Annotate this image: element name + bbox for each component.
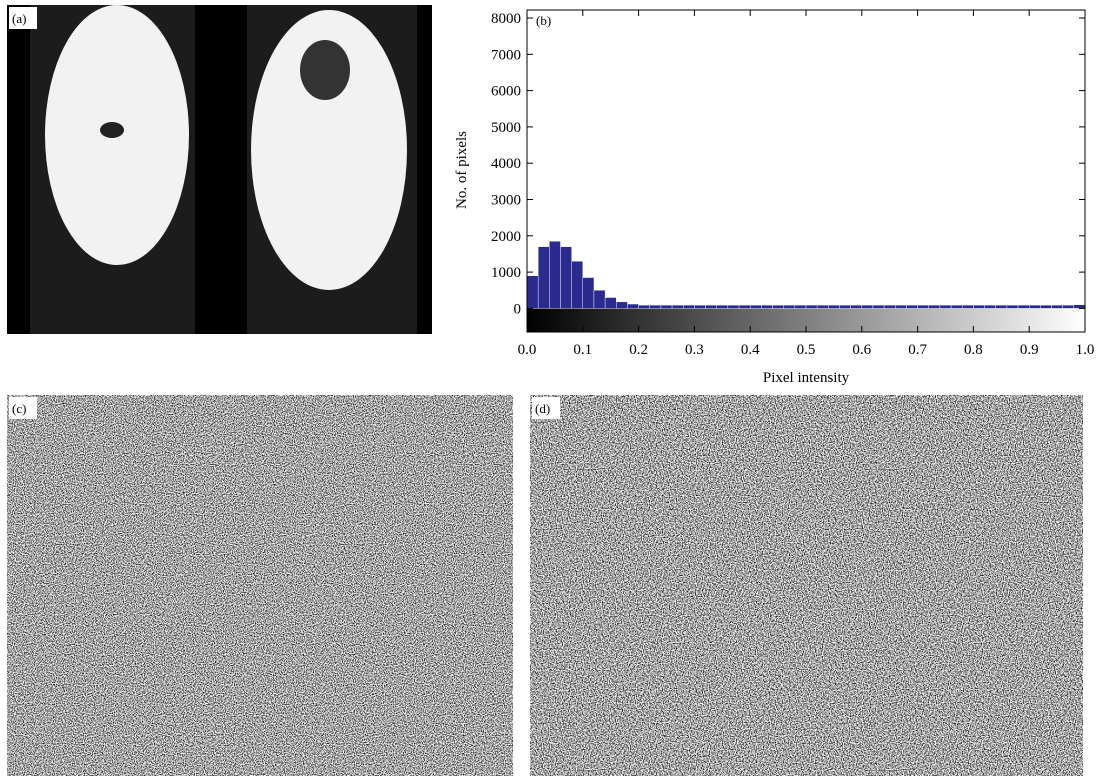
x-tick-label: 0.9 (1020, 342, 1039, 358)
histogram-bar (761, 304, 773, 309)
histogram-bar (828, 304, 840, 309)
histogram-bar (850, 304, 863, 309)
histogram-bar (738, 304, 751, 309)
y-axis-label: No. of pixels (454, 131, 470, 209)
mri-detail (100, 122, 124, 138)
y-tick-label: 4000 (491, 156, 521, 172)
histogram-bar (716, 304, 729, 309)
histogram-bar (1028, 304, 1041, 309)
x-tick-label: 0.5 (797, 342, 816, 358)
histogram-bar (883, 304, 896, 309)
panel-label: (b) (536, 13, 551, 28)
y-tick-label: 8000 (491, 11, 521, 27)
panel-a: (a) (7, 5, 432, 334)
panel-label: (d) (535, 401, 550, 416)
panel-label: (a) (12, 11, 26, 26)
x-tick-label: 0.7 (908, 342, 927, 358)
y-tick-label: 5000 (491, 120, 521, 136)
histogram-bar (1062, 304, 1075, 309)
histogram-bar (783, 304, 796, 309)
histogram-bar (861, 304, 874, 309)
panel-label: (c) (12, 401, 26, 416)
histogram-bar (962, 304, 974, 309)
histogram-bar (839, 304, 851, 309)
histogram-bar (995, 304, 1008, 309)
histogram-bar (872, 304, 885, 309)
y-tick-label: 0 (514, 301, 522, 317)
x-tick-label: 0.1 (573, 342, 592, 358)
histogram-bar (727, 304, 740, 309)
histogram-bar (906, 304, 918, 309)
y-tick-label: 6000 (491, 84, 521, 100)
histogram-bar (694, 304, 706, 309)
histogram-bar (772, 304, 784, 309)
histogram-bar (705, 304, 717, 309)
x-tick-label: 0.3 (685, 342, 704, 358)
histogram-bar (616, 301, 628, 309)
histogram-bar (816, 304, 829, 309)
histogram-bar (1051, 304, 1063, 309)
colorbar (527, 308, 1085, 332)
histogram-bar (683, 304, 695, 309)
histogram-bar (939, 304, 952, 309)
panel-d: (d) (530, 395, 1083, 776)
y-tick-label: 2000 (491, 229, 521, 245)
y-tick-label: 7000 (491, 47, 521, 63)
histogram-bar (895, 304, 907, 309)
histogram-bar (1073, 304, 1086, 309)
panel-label-box (532, 397, 560, 419)
panel-c: (c) (7, 395, 513, 776)
mri-slice (251, 10, 407, 290)
noise-image (7, 395, 513, 776)
histogram-bar (604, 297, 617, 309)
histogram-bar (537, 246, 550, 309)
plot-frame (526, 9, 1086, 333)
histogram-bar (1006, 304, 1019, 309)
histogram-bar (649, 304, 662, 309)
histogram-bar (805, 304, 818, 309)
histogram-bar (950, 304, 963, 309)
histogram-bar (1017, 304, 1030, 309)
x-tick-label: 0.8 (964, 342, 983, 358)
histogram-bar (671, 304, 684, 309)
histogram-bar (660, 304, 673, 309)
histogram-bar (917, 304, 929, 309)
histogram-bar (593, 290, 606, 309)
x-tick-label: 1.0 (1076, 342, 1095, 358)
histogram-bar (526, 275, 539, 309)
mri-detail (300, 40, 350, 100)
histogram-bar (1040, 304, 1052, 309)
histogram-bar (582, 277, 595, 309)
x-axis-label: Pixel intensity (763, 370, 850, 386)
histogram-bar (973, 304, 985, 309)
histogram-bar (928, 304, 941, 309)
histogram-bar (560, 246, 572, 309)
histogram-bar (984, 304, 996, 309)
histogram-chart: (b) Pixel intensity No. of pixels 0 1000 2… (454, 9, 1095, 386)
panel-label-box (9, 7, 37, 29)
x-tick-label: 0.6 (852, 342, 871, 358)
x-tick-label: 0.4 (741, 342, 760, 358)
histogram-bar (750, 304, 762, 309)
histogram-bar (549, 241, 561, 309)
x-tick-label: 0.0 (518, 342, 537, 358)
y-tick-label: 3000 (491, 192, 521, 208)
y-tick-label: 1000 (491, 265, 521, 281)
histogram-bar (638, 304, 650, 309)
histogram-bar (571, 261, 584, 309)
histogram-bar (627, 303, 639, 309)
histogram-bar (794, 304, 807, 309)
noise-image (530, 395, 1083, 776)
panel-label-box (9, 397, 37, 419)
x-tick-label: 0.2 (629, 342, 648, 358)
